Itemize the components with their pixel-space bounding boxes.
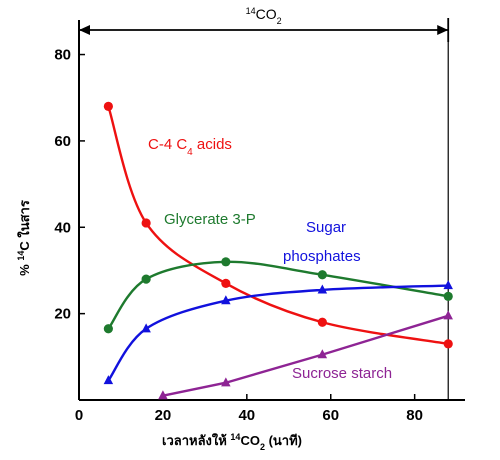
data-point-c4 — [221, 278, 231, 289]
data-point-glycerate — [103, 324, 113, 334]
series-line-glycerate — [107, 260, 449, 330]
data-point-sucrose — [317, 349, 328, 359]
series-line-sugar — [107, 284, 449, 382]
data-point-sucrose — [221, 377, 231, 387]
y-axis-title: % 14C ในสาร — [16, 200, 32, 276]
x-tick-label: 60 — [322, 407, 339, 424]
series-label-glycerate: Glycerate 3-P — [164, 211, 256, 228]
data-point-sucrose — [443, 310, 453, 320]
x-tick-label: 40 — [238, 407, 255, 424]
x-tick-label: 80 — [406, 407, 423, 424]
x-tick-label: 20 — [155, 407, 172, 424]
data-point-c4 — [103, 101, 113, 111]
data-point-c4 — [317, 317, 327, 327]
y-tick-label: 60 — [54, 133, 71, 150]
y-tick-label: 20 — [54, 306, 71, 323]
data-point-glycerate — [141, 274, 151, 284]
data-point-c4 — [443, 339, 453, 349]
data-point-c4 — [141, 218, 151, 228]
series-label-sucrose: Sucrose starch — [292, 365, 392, 382]
y-tick-label: 40 — [54, 219, 71, 236]
data-point-sugar — [317, 284, 328, 294]
data-point-sugar — [141, 323, 151, 333]
data-point-sugar — [103, 375, 114, 385]
series-label-sugar-line2: phosphates — [283, 248, 361, 265]
annotation-label: 14CO2 — [246, 6, 282, 26]
x-tick-label: 0 — [75, 407, 83, 424]
annotation-arrowhead-right — [437, 25, 449, 35]
x-axis-title: เวลาหลังให้ 14CO2 (นาที) — [162, 432, 302, 452]
series-c4 — [103, 101, 453, 349]
series-sugar — [103, 280, 453, 385]
data-point-sugar — [443, 280, 453, 290]
data-point-glycerate — [317, 270, 327, 280]
data-point-sugar — [221, 295, 231, 305]
series-sucrose — [158, 310, 453, 400]
annotation-arrowhead-left — [79, 25, 90, 35]
series-label-sugar: Sugar — [306, 219, 346, 236]
data-point-glycerate — [221, 257, 231, 267]
data-point-glycerate — [443, 291, 453, 301]
series-glycerate — [103, 257, 453, 334]
data-point-sucrose — [158, 390, 168, 400]
y-tick-label: 80 — [54, 47, 71, 64]
series-label-c4: C-4 C4 acids — [148, 136, 232, 158]
series-line-sucrose — [162, 314, 449, 397]
